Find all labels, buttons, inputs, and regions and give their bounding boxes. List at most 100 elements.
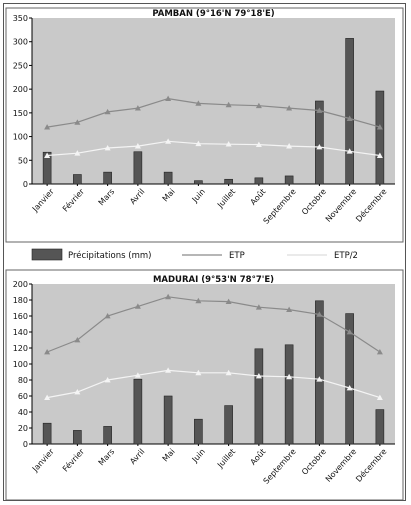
x-tick-label: Juillet [215,187,237,210]
x-tick-label: Juin [190,187,207,205]
etp-marker [104,108,111,115]
etp-marker [376,124,383,130]
bar-precipitation [194,180,203,185]
x-tick-label: Décembre [353,186,388,223]
etp2-marker [376,394,383,400]
etp-marker [255,102,262,109]
etp-marker [346,115,353,121]
etp2-marker [286,143,293,149]
etp2-marker [44,394,51,400]
etp2-marker [255,141,262,148]
y-tick-label: 140 [13,328,28,337]
etp2-marker [195,140,202,147]
chart-panel-border [5,7,404,243]
y-tick-label: 100 [13,360,28,369]
x-tick-label: Mai [161,447,177,463]
bar-precipitation [194,418,203,445]
bar-precipitation [254,177,264,185]
etp-marker [44,124,51,130]
etp2-marker [104,144,111,151]
x-tick-label: Août [248,447,267,467]
etp-marker [316,311,323,317]
plot-area [32,18,395,184]
chart-pamban: PAMBAN (9°16'N 79°18'E) 0 50 100 150 200 250 30… [5,7,404,243]
etp-marker [286,105,293,111]
etp2-marker [104,377,111,383]
x-tick-label: Mars [97,187,117,207]
x-tick-label: Octobre [300,447,328,477]
etp2-marker [346,385,353,391]
y-tick-label: 60 [18,392,28,401]
x-tick-label: Février [60,186,86,214]
etp2-marker [134,143,141,149]
etp2-marker [346,148,353,154]
etp2-marker [134,372,141,378]
legend-label-precipitation: Précipitations (mm) [68,250,151,261]
y-tick-label: 100 [13,133,28,142]
legend: Précipitations (mm) ETP ETP/2 [31,248,358,261]
etp-marker [104,313,111,319]
y-tick-label: 250 [13,61,28,70]
plot-area [32,284,395,444]
x-tick-label: Juin [190,447,207,465]
y-tick-label: 50 [18,156,28,165]
etp2-marker [316,376,323,382]
x-tick-label: Novembre [324,187,358,224]
etp2-marker [44,152,51,158]
etp2-marker [376,152,383,158]
x-tick-label: Mai [161,187,177,203]
bar-precipitation [375,409,385,445]
chart-title: PAMBAN (9°16'N 79°18'E) [152,9,274,19]
legend-label-etp2: ETP/2 [334,251,358,261]
etp2-marker [74,389,81,395]
bar-precipitation [103,171,112,185]
legend-swatch-precipitation [31,248,63,261]
bar-precipitation [73,174,82,185]
etp2-marker [286,373,293,380]
x-tick-label: Décembre [353,446,388,483]
etp-marker [255,304,262,310]
x-tick-label: Janvier [30,447,56,475]
y-tick-label: 120 [13,344,28,353]
etp2-marker [225,141,232,147]
bar-precipitation [345,38,354,185]
x-tick-label: Avril [128,187,146,206]
bar-precipitation [315,300,324,445]
etp-marker [44,349,51,355]
x-tick-label: Juillet [215,447,237,470]
y-tick-label: 80 [18,376,28,385]
bar-precipitation [254,348,264,445]
etp-marker [225,298,232,304]
bar-precipitation [224,178,233,185]
bar-precipitation [133,378,143,445]
etp-marker [74,119,81,125]
legend-label-etp: ETP [229,251,245,261]
bar-precipitation [103,426,112,445]
etp2-line [47,140,380,157]
etp-marker [134,303,141,309]
bar-precipitation [42,422,52,445]
etp-marker [134,105,141,111]
y-tick-label: 20 [18,424,28,433]
etp-line [47,97,381,128]
x-tick-label: Août [248,187,267,207]
etp2-line [46,369,381,399]
y-tick-label: 150 [13,109,28,118]
y-tick-label: 0 [23,440,28,449]
etp-marker [286,306,293,312]
etp-marker [74,337,81,343]
etp-line [46,296,381,353]
bar-precipitation [163,171,173,185]
etp2-marker [225,369,232,376]
etp-marker [316,107,323,113]
x-tick-label: Avril [128,447,146,466]
etp-marker [165,293,172,300]
y-tick-label: 160 [13,312,28,321]
y-tick-label: 300 [13,38,28,47]
x-tick-label: Février [60,446,86,474]
bar-precipitation [133,151,143,185]
y-tick-label: 0 [23,180,28,189]
etp-marker [165,95,172,102]
y-tick-label: 200 [13,280,28,289]
y-tick-label: 40 [18,408,28,417]
